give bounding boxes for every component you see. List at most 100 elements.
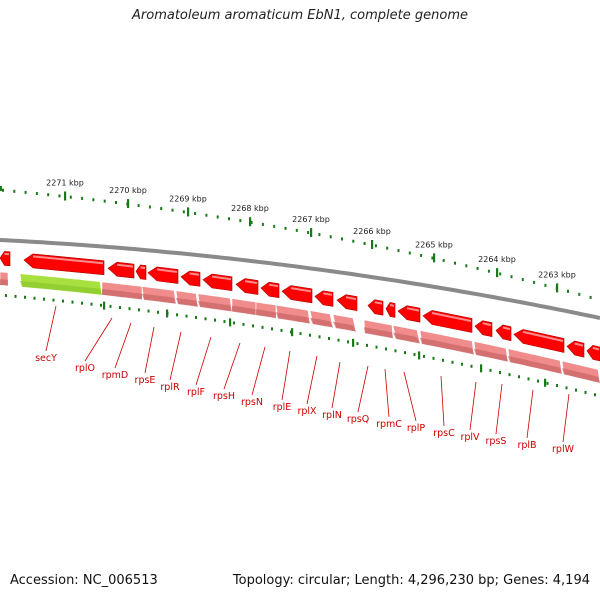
gene-arrow[interactable] — [180, 270, 201, 287]
cds-band-segment-shade — [176, 297, 198, 307]
gene-label-rplB[interactable]: rplB — [517, 440, 536, 451]
minor-tick — [318, 233, 321, 237]
minor-tick — [119, 306, 121, 310]
gene-arrow[interactable] — [385, 302, 396, 318]
gene-label-rpmD[interactable]: rpmD — [102, 370, 129, 381]
leader-line — [562, 393, 570, 443]
major-tick — [103, 301, 106, 310]
gene-arrow-shine — [244, 280, 258, 284]
gene-label-rplP[interactable]: rplP — [407, 423, 426, 434]
gene-arrow[interactable] — [474, 320, 493, 337]
gene-arrow[interactable] — [0, 251, 11, 267]
gene-arrow-body[interactable] — [513, 329, 565, 353]
gene-arrow[interactable] — [23, 253, 105, 276]
gene-label-rpmC[interactable]: rpmC — [376, 419, 402, 430]
minor-tick — [62, 299, 64, 303]
gene-arrow-track[interactable] — [0, 251, 600, 362]
gene-label-rpsH[interactable]: rpsH — [213, 391, 235, 402]
gene-arrow[interactable] — [336, 294, 358, 311]
backbone-track — [0, 238, 600, 320]
minor-tick — [454, 261, 456, 265]
gene-arrow[interactable] — [235, 278, 259, 295]
minor-tick — [52, 298, 55, 302]
leader-line — [223, 342, 241, 390]
gene-label-rplN[interactable]: rplN — [322, 410, 342, 421]
gene-arrow-shine — [211, 275, 232, 281]
cds-band-segment-shade — [276, 312, 310, 324]
gene-label-rplW[interactable]: rplW — [552, 444, 575, 455]
minor-tick — [470, 364, 473, 368]
gene-arrow[interactable] — [202, 273, 233, 292]
minor-tick — [352, 239, 355, 243]
minor-tick — [341, 237, 343, 241]
major-tick — [352, 338, 355, 347]
gene-arrow[interactable] — [422, 310, 473, 333]
gene-label-rplF[interactable]: rplF — [187, 387, 205, 398]
leader-line — [84, 317, 113, 362]
leader-line — [357, 365, 369, 413]
minor-tick — [442, 259, 445, 263]
minor-tick — [442, 358, 444, 362]
gene-arrow-body[interactable] — [422, 310, 473, 333]
minor-tick — [328, 336, 330, 340]
minor-tick — [223, 320, 226, 324]
major-tick — [556, 283, 559, 293]
minor-tick — [271, 327, 273, 331]
gene-arrow[interactable] — [135, 264, 147, 280]
minor-tick — [47, 193, 50, 197]
gene-label-rplR[interactable]: rplR — [160, 382, 180, 393]
gene-arrow[interactable] — [397, 305, 421, 323]
minor-tick — [204, 317, 207, 321]
gene-label-rpsS[interactable]: rpsS — [486, 436, 507, 447]
gene-arrow-shine — [189, 272, 200, 276]
leader-line — [306, 355, 318, 405]
major-tick — [166, 309, 169, 318]
major-tick — [480, 364, 483, 373]
gene-arrow[interactable] — [314, 290, 334, 307]
gene-label-rplE[interactable]: rplE — [273, 402, 292, 413]
gene-arrow[interactable] — [147, 266, 179, 284]
minor-tick — [432, 356, 435, 360]
gene-arrow-body[interactable] — [23, 253, 105, 276]
gene-arrow[interactable] — [367, 299, 384, 316]
gene-arrow-shine — [116, 263, 134, 268]
gene-arrow[interactable] — [260, 281, 280, 299]
leader-line — [195, 336, 212, 386]
cds-band-segment-shade — [562, 368, 600, 383]
cds-band-segment-shade — [474, 348, 508, 362]
cds-band-segment-shade — [333, 321, 356, 332]
gene-arrow[interactable] — [281, 285, 313, 304]
gene-label-rplX[interactable]: rplX — [297, 406, 317, 417]
gene-label-rpsN[interactable]: rpsN — [241, 397, 263, 408]
minor-tick — [423, 354, 425, 358]
gene-arrow[interactable] — [107, 261, 135, 279]
minor-tick — [567, 289, 569, 293]
gene-arrow[interactable] — [586, 344, 600, 362]
gene-label-rplO[interactable]: rplO — [75, 363, 95, 374]
gene-label-secY[interactable]: secY — [35, 353, 57, 364]
minor-tick — [176, 313, 178, 317]
gene-arrow[interactable] — [566, 340, 585, 358]
gene-arrow-shine — [592, 346, 600, 351]
minor-tick — [214, 318, 216, 322]
gene-label-rplV[interactable]: rplV — [460, 432, 480, 443]
gene-arrow-shine — [290, 287, 312, 293]
minor-tick — [309, 333, 311, 337]
minor-tick — [356, 342, 359, 346]
gene-arrow-shine — [268, 283, 279, 288]
minor-tick — [216, 215, 219, 219]
minor-tick — [476, 266, 479, 270]
gene-arrow-shine — [140, 266, 146, 269]
gene-label-rpsE[interactable]: rpsE — [135, 375, 156, 386]
minor-tick — [195, 315, 197, 319]
gene-label-rpsC[interactable]: rpsC — [433, 428, 455, 439]
gene-arrow[interactable] — [495, 324, 512, 342]
kbp-label: 2268 kbp — [231, 204, 269, 213]
major-tick — [371, 240, 374, 250]
gene-arrow[interactable] — [513, 329, 565, 353]
minor-tick — [228, 217, 230, 221]
minor-tick — [508, 373, 511, 377]
leader-line — [403, 371, 417, 422]
gene-label-rpsQ[interactable]: rpsQ — [347, 414, 369, 425]
